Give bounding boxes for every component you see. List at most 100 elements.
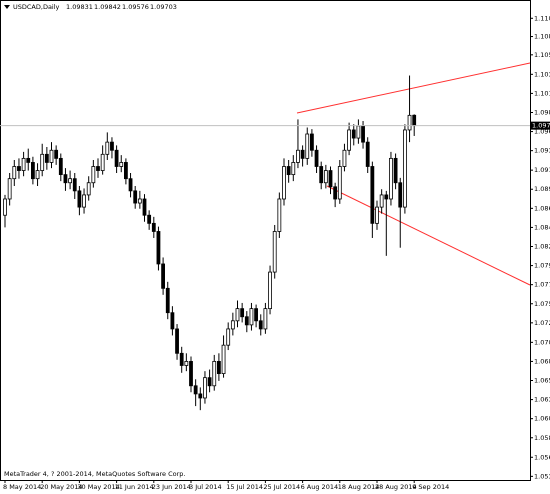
x-tick-label: 30 May 2014: [77, 483, 119, 491]
candle-body: [272, 231, 277, 273]
y-tick-label: 1.09865: [534, 108, 550, 116]
y-tick-label: 1.05385: [534, 472, 550, 480]
candle-body: [3, 198, 7, 216]
x-tick-label: 28 Aug 2014: [375, 483, 417, 491]
candle-body: [82, 194, 86, 208]
y-tick-label: 1.0798: [534, 262, 550, 270]
x-tick-label: 23 Jun 2014: [152, 483, 191, 491]
candle-body: [175, 328, 179, 354]
candle-body: [110, 141, 114, 151]
y-tick-label: 1.06565: [534, 377, 550, 385]
candle-body: [398, 182, 403, 208]
candle-body: [189, 361, 193, 387]
candle-body: [370, 166, 375, 224]
chart-title: USDCAD,Daily: [13, 3, 60, 11]
candle-body: [193, 385, 198, 395]
candle-body: [347, 129, 352, 151]
candle-body: [402, 129, 407, 208]
x-tick-label: 18 Aug 2014: [338, 483, 380, 491]
x-tick-label: 3 Jul 2014: [189, 483, 222, 491]
candle-body: [351, 129, 356, 139]
candle-body: [165, 287, 170, 314]
header-open: 1.09831: [66, 3, 93, 11]
candle-body: [240, 308, 245, 318]
y-tick-label: 1.0633: [534, 396, 550, 404]
y-tick-label: 1.09155: [534, 166, 550, 174]
candle-body: [137, 198, 142, 204]
header-high: 1.09842: [94, 3, 121, 11]
candle-body: [124, 162, 128, 180]
y-tick-label: 1.0963: [534, 128, 550, 136]
candle-body: [263, 308, 268, 330]
candle-body: [221, 344, 226, 375]
y-tick-label: 1.11025: [534, 14, 550, 22]
candle-body: [226, 328, 231, 346]
candle-body: [379, 194, 384, 208]
candle-body: [323, 170, 328, 184]
candle-body: [151, 222, 156, 232]
menu-icon[interactable]: [4, 5, 10, 9]
y-tick-label: 1.10575: [534, 51, 550, 59]
candle-body: [128, 178, 133, 192]
candle-body: [54, 149, 59, 159]
y-tick-label: 1.0892: [534, 185, 550, 193]
candle-body: [314, 149, 319, 167]
plot-frame: [0, 0, 531, 481]
candle-body: [12, 166, 17, 180]
price-box: [531, 121, 550, 130]
y-tick-label: 1.10335: [534, 70, 550, 78]
y-tick-label: 1.07035: [534, 338, 550, 346]
candle-body: [35, 170, 40, 180]
footer: MetaTrader 4, ? 2001-2014, MetaQuotes So…: [4, 470, 185, 478]
candle-body: [244, 316, 249, 326]
candle-body: [86, 182, 91, 196]
candle-body: [365, 141, 370, 167]
candle-body: [356, 125, 361, 139]
candle-body: [77, 190, 82, 208]
candle-body: [114, 149, 119, 167]
header-close: 1.09703: [150, 3, 177, 11]
candle-body: [21, 157, 26, 171]
candle-body: [40, 153, 45, 171]
candle-body: [142, 198, 147, 216]
y-tick-label: 1.07275: [534, 319, 550, 327]
candle-body: [17, 166, 21, 171]
y-tick-label: 1.07745: [534, 281, 550, 289]
y-tick-label: 1.09395: [534, 147, 550, 155]
candle-body: [282, 166, 286, 200]
trend-line: [296, 62, 531, 114]
candle-body: [300, 149, 305, 159]
candle-body: [337, 166, 342, 200]
candle-body: [235, 308, 240, 322]
candle-body: [249, 308, 254, 326]
candle-body: [119, 162, 124, 167]
candle-body: [105, 141, 110, 155]
candle-body: [44, 153, 49, 163]
candle-body: [305, 133, 310, 159]
candle-body: [230, 320, 235, 330]
candle-body: [258, 320, 263, 330]
candle-body: [68, 178, 72, 184]
x-tick-label: 8 May 2014: [3, 483, 41, 491]
candle-body: [184, 361, 189, 366]
candle-body: [277, 198, 282, 232]
candle-body: [63, 174, 68, 184]
candle-body: [96, 166, 100, 171]
candle-body: [156, 231, 161, 265]
candle-body: [212, 361, 217, 387]
y-tick-label: 1.08215: [534, 242, 550, 250]
candle-body: [286, 166, 291, 176]
x-tick-label: 9 Sep 2014: [412, 483, 449, 491]
candle-body: [7, 178, 12, 200]
y-tick-label: 1.0751: [534, 300, 550, 308]
y-tick-label: 1.0586: [534, 434, 550, 442]
candle-body: [309, 133, 314, 151]
candle-body: [91, 166, 96, 184]
candle-body: [170, 312, 175, 330]
x-tick-label: 6 Aug 2014: [301, 483, 339, 491]
candle-body: [319, 166, 324, 184]
trend-line: [326, 185, 531, 286]
header-low: 1.09576: [122, 3, 149, 11]
candle-body: [179, 352, 184, 366]
